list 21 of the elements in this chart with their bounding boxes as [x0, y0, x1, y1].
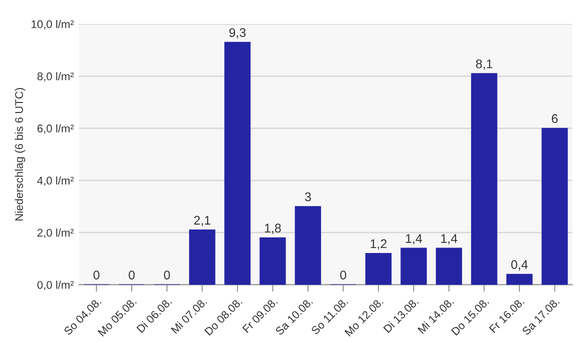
data-label: 1,8	[264, 224, 281, 234]
data-label: 6	[552, 114, 558, 124]
y-tick-label: 2,0 l/m²	[37, 228, 74, 238]
y-tick-label: 8,0 l/m²	[37, 72, 74, 82]
data-label: 1,4	[441, 234, 458, 244]
data-label: 0	[340, 270, 346, 280]
y-axis-title: Niederschlag (6 bis 6 UTC)	[14, 88, 26, 220]
data-label: 0	[93, 270, 100, 280]
data-label: 1,4	[406, 234, 422, 244]
data-label: 0,4	[511, 260, 528, 270]
data-label: 8,1	[476, 59, 492, 70]
data-label: 1,2	[370, 239, 387, 250]
data-label: 9,3	[229, 28, 246, 38]
y-tick-label: 6,0 l/m²	[38, 124, 74, 134]
data-label: 0	[128, 270, 135, 280]
y-tick-label: 4,0 l/m²	[37, 176, 74, 186]
y-tick-label: 10,0 l/m²	[32, 20, 74, 30]
data-label: 2,1	[194, 216, 210, 226]
y-tick-label: 0,0 l/m²	[37, 280, 74, 290]
data-label: 3	[304, 192, 311, 202]
data-label: 0	[164, 270, 170, 280]
